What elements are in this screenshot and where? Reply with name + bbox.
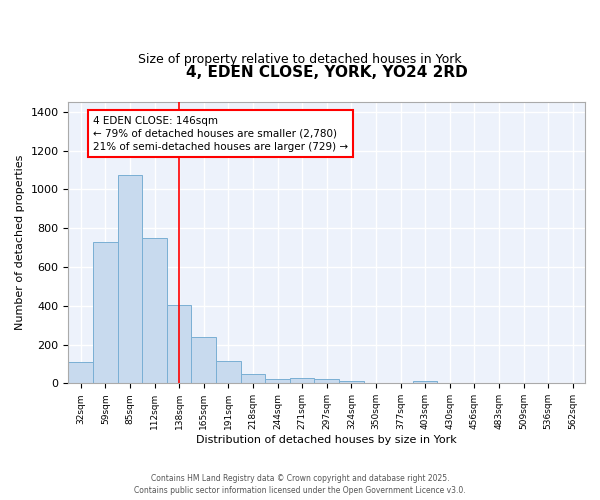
Bar [339, 382, 364, 384]
Text: 4 EDEN CLOSE: 146sqm
← 79% of detached houses are smaller (2,780)
21% of semi-de: 4 EDEN CLOSE: 146sqm ← 79% of detached h… [93, 116, 348, 152]
Bar [142, 238, 167, 384]
Bar [93, 242, 118, 384]
Bar [216, 361, 241, 384]
Title: 4, EDEN CLOSE, YORK, YO24 2RD: 4, EDEN CLOSE, YORK, YO24 2RD [186, 65, 467, 80]
Bar [265, 380, 290, 384]
Text: Contains HM Land Registry data © Crown copyright and database right 2025.
Contai: Contains HM Land Registry data © Crown c… [134, 474, 466, 495]
Y-axis label: Number of detached properties: Number of detached properties [15, 155, 25, 330]
Text: Size of property relative to detached houses in York: Size of property relative to detached ho… [138, 52, 462, 66]
Bar [118, 175, 142, 384]
Bar [167, 305, 191, 384]
Bar [191, 337, 216, 384]
Bar [314, 380, 339, 384]
Bar [241, 374, 265, 384]
Bar [290, 378, 314, 384]
Bar [413, 382, 437, 384]
X-axis label: Distribution of detached houses by size in York: Distribution of detached houses by size … [196, 435, 457, 445]
Bar [68, 362, 93, 384]
